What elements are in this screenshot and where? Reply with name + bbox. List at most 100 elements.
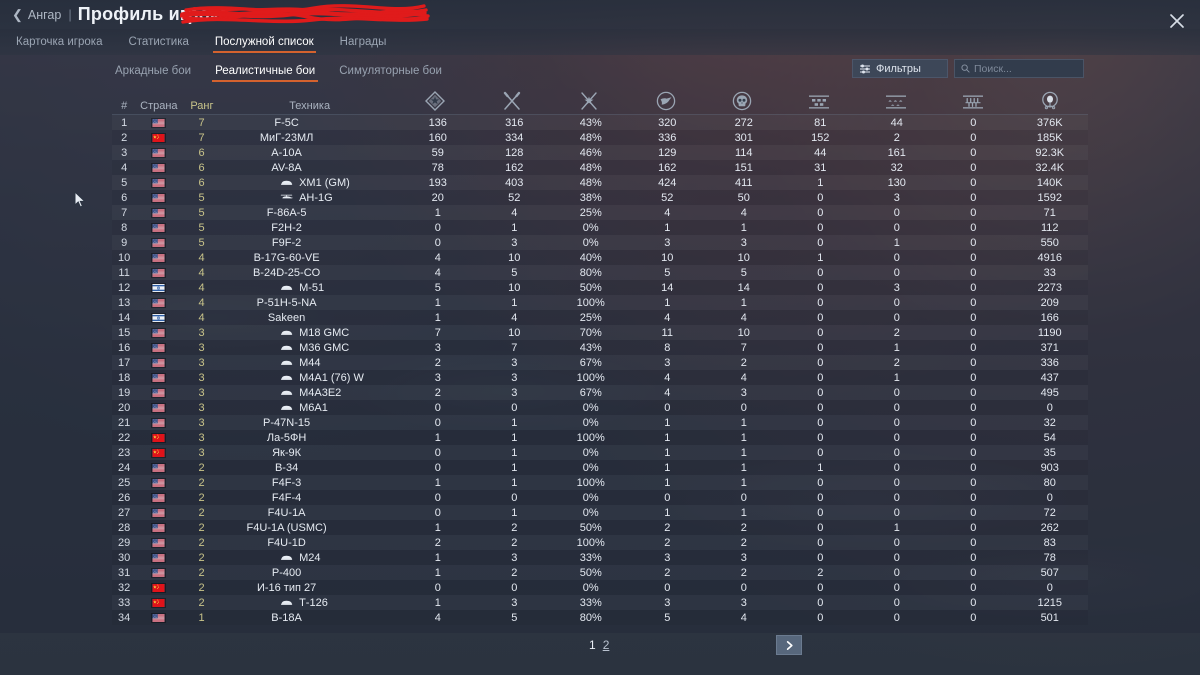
th-number[interactable]: # — [121, 100, 128, 112]
th-country[interactable]: Страна — [140, 100, 178, 112]
subnav-item-statistics[interactable]: Статистика — [126, 32, 190, 53]
table-row[interactable]: 14 4 Sakeen 1 4 25% 4 4 0 0 0 166 — [112, 310, 1088, 325]
th-battles[interactable] — [474, 90, 551, 114]
table-row[interactable]: 32 2 И-16 тип 27 0 0 0% 0 0 0 0 0 0 — [112, 580, 1088, 595]
cell-rank: 5 — [198, 221, 205, 234]
cell-victories: 1 — [434, 296, 441, 309]
cell-rank: 4 — [198, 311, 205, 324]
subnav-item-player-card[interactable]: Карточка игрока — [14, 32, 104, 53]
table-row[interactable]: 23 3 Як-9К 0 1 0% 1 1 0 0 0 35 — [112, 445, 1088, 460]
search-input[interactable]: Поиск... — [954, 59, 1084, 78]
flag-usa — [151, 477, 167, 488]
table-row[interactable]: 10 4 B-17G-60-VE 4 10 40% 10 10 1 0 0 4916 — [112, 250, 1088, 265]
table-row[interactable]: 20 3 M6A1 0 0 0% 0 0 0 0 0 0 — [112, 400, 1088, 415]
table-row[interactable]: 17 3 M44 2 3 67% 3 2 0 2 0 336 — [112, 355, 1088, 370]
cell-country — [136, 462, 181, 473]
cell-naval-kills: 0 — [893, 431, 900, 444]
close-button[interactable] — [1164, 8, 1190, 34]
tab-arcade-battles[interactable]: Аркадные бои — [112, 62, 194, 82]
cell-lions: 1190 — [1037, 326, 1062, 339]
table-row[interactable]: 7 5 F-86A-5 1 4 25% 4 4 0 0 0 71 — [112, 205, 1088, 220]
table-row[interactable]: 19 3 M4A3E2 2 3 67% 4 3 0 0 0 495 — [112, 385, 1088, 400]
cell-rank: 2 — [198, 566, 205, 579]
th-deaths[interactable] — [704, 90, 781, 114]
cell-ground-kills: 1 — [817, 461, 824, 474]
table-row[interactable]: 5 6 XM1 (GM) 193 403 48% 424 411 1 130 0 140K — [112, 175, 1088, 190]
filters-button[interactable]: Фильтры — [852, 59, 948, 78]
table-row[interactable]: 16 3 M36 GMC 3 7 43% 8 7 0 1 0 371 — [112, 340, 1088, 355]
table-row[interactable]: 13 4 P-51H-5-NA 1 1 100% 1 1 0 0 0 209 — [112, 295, 1088, 310]
table-row[interactable]: 8 5 F2H-2 0 1 0% 1 1 0 0 0 112 — [112, 220, 1088, 235]
cell-naval-kills: 2 — [893, 131, 900, 144]
table-row[interactable]: 24 2 B-34 0 1 0% 1 1 1 0 0 903 — [112, 460, 1088, 475]
th-naval-kills[interactable] — [858, 92, 935, 114]
th-lions[interactable] — [1011, 90, 1088, 114]
vehicle-name: AV-8A — [271, 161, 302, 174]
table-row[interactable]: 6 5 AH-1G 20 52 38% 52 50 0 3 0 1592 — [112, 190, 1088, 205]
table-row[interactable]: 31 2 P-400 1 2 50% 2 2 2 0 0 507 — [112, 565, 1088, 580]
page-number-1[interactable]: 1 — [589, 638, 596, 652]
th-rank[interactable]: Ранг — [190, 100, 214, 112]
th-victories[interactable] — [397, 90, 474, 114]
flag-china — [151, 597, 167, 608]
th-vehicle[interactable]: Техника — [289, 100, 331, 112]
table-row[interactable]: 25 2 F4F-3 1 1 100% 1 1 0 0 0 80 — [112, 475, 1088, 490]
cell-air-kills: 1 — [664, 476, 671, 489]
tab-realistic-battles[interactable]: Реалистичные бои — [212, 62, 319, 82]
table-row[interactable]: 29 2 F4U-1D 2 2 100% 2 2 0 0 0 83 — [112, 535, 1088, 550]
table-row[interactable]: 28 2 F4U-1A (USMC) 1 2 50% 2 2 0 1 0 262 — [112, 520, 1088, 535]
cell-winrate: 0% — [582, 416, 599, 429]
cell-battles: 4 — [511, 206, 518, 219]
cell-air-kills: 3 — [664, 551, 671, 564]
table-row[interactable]: 18 3 M4A1 (76) W 3 3 100% 4 4 0 1 0 437 — [112, 370, 1088, 385]
cell-vehicle: AV-8A — [222, 161, 399, 174]
table-row[interactable]: 2 7 МиГ-23МЛ 160 334 48% 336 301 152 2 0 185K — [112, 130, 1088, 145]
tab-simulator-battles[interactable]: Симуляторные бои — [336, 62, 445, 82]
cell-ground-kills: 0 — [817, 506, 824, 519]
table-row[interactable]: 1 7 F-5C 136 316 43% 320 272 81 44 0 376K — [112, 115, 1088, 130]
cell-number: 25 — [118, 476, 131, 489]
table-row[interactable]: 26 2 F4F-4 0 0 0% 0 0 0 0 0 0 — [112, 490, 1088, 505]
next-page-button[interactable] — [776, 635, 802, 655]
table-row[interactable]: 3 6 A-10A 59 128 46% 129 114 44 161 0 92.3K — [112, 145, 1088, 160]
table-row[interactable]: 9 5 F9F-2 0 3 0% 3 3 0 1 0 550 — [112, 235, 1088, 250]
table-row[interactable]: 22 3 Ла-5ФН 1 1 100% 1 1 0 0 0 54 — [112, 430, 1088, 445]
table-row[interactable]: 27 2 F4U-1A 0 1 0% 1 1 0 0 0 72 — [112, 505, 1088, 520]
cell-naval-kills: 1 — [893, 341, 900, 354]
cell-assists: 0 — [970, 191, 977, 204]
cell-deaths: 1 — [740, 476, 747, 489]
cell-deaths: 1 — [740, 506, 747, 519]
table-row[interactable]: 34 1 B-18A 4 5 80% 5 4 0 0 0 501 — [112, 610, 1088, 625]
cell-battles: 0 — [511, 401, 518, 414]
th-assists[interactable] — [934, 92, 1011, 114]
subnav-label: Послужной список — [214, 35, 314, 48]
cell-vehicle: Sakeen — [222, 312, 399, 324]
th-winrate[interactable] — [550, 90, 627, 114]
table-row[interactable]: 11 4 B-24D-25-CO 4 5 80% 5 5 0 0 0 33 — [112, 265, 1088, 280]
th-ground-kills[interactable] — [781, 92, 858, 114]
subnav-item-service-record[interactable]: Послужной список — [212, 32, 316, 53]
th-air-kills[interactable] — [627, 90, 704, 114]
cell-number: 16 — [118, 341, 131, 354]
cell-number: 17 — [118, 356, 131, 369]
table-row[interactable]: 12 4 M-51 5 10 50% 14 14 0 3 0 2273 — [112, 280, 1088, 295]
table-row[interactable]: 15 3 M18 GMC 7 10 70% 11 10 0 2 0 1190 — [112, 325, 1088, 340]
table-row[interactable]: 4 6 AV-8A 78 162 48% 162 151 31 32 0 32.4K — [112, 160, 1088, 175]
table-row[interactable]: 21 3 P-47N-15 0 1 0% 1 1 0 0 0 32 — [112, 415, 1088, 430]
subnav-item-awards[interactable]: Награды — [338, 32, 389, 53]
profile-subnav: Карточка игрока Статистика Послужной спи… — [0, 29, 1200, 55]
table-row[interactable]: 30 2 M24 1 3 33% 3 3 0 0 0 78 — [112, 550, 1088, 565]
table-toolbar: Фильтры Поиск... — [852, 59, 1084, 78]
cell-lions: 0 — [1046, 491, 1053, 504]
naval-kills-icon — [886, 95, 907, 109]
cell-rank: 3 — [198, 341, 205, 354]
cell-naval-kills: 0 — [893, 536, 900, 549]
cell-naval-kills: 161 — [887, 146, 906, 159]
page-number-2[interactable]: 2 — [602, 638, 610, 652]
back-to-hangar-button[interactable]: ❮ Ангар — [0, 8, 61, 22]
cell-naval-kills: 0 — [893, 491, 900, 504]
cell-winrate: 70% — [579, 326, 602, 339]
table-row[interactable]: 33 2 Т-126 1 3 33% 3 3 0 0 0 1215 — [112, 595, 1088, 610]
cell-ground-kills: 0 — [817, 536, 824, 549]
airplane-icon: F4U-1A (USMC) — [247, 522, 327, 534]
